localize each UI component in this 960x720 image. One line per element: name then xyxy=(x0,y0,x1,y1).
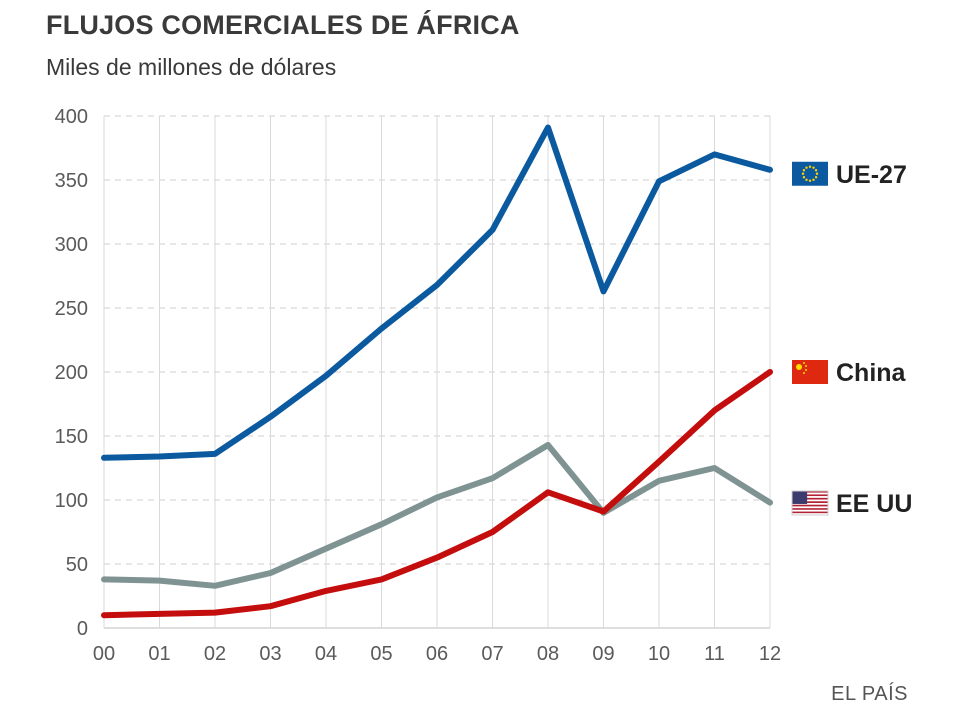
y-tick-label: 400 xyxy=(55,106,88,128)
series-line-ue-27 xyxy=(101,124,773,461)
legend-label: UE-27 xyxy=(836,161,907,189)
legend: UE-27 China EE UU xyxy=(791,161,912,518)
x-tick-label: 05 xyxy=(370,643,392,665)
eu-flag-icon xyxy=(792,161,828,186)
x-tick-label: 04 xyxy=(315,643,337,665)
china-flag-icon xyxy=(792,360,828,384)
y-tick-label: 300 xyxy=(55,234,88,256)
y-tick-label: 350 xyxy=(55,170,88,192)
chart-title: FLUJOS COMERCIALES DE ÁFRICA xyxy=(46,10,520,40)
series-line-china xyxy=(101,369,773,619)
x-tick-label: 09 xyxy=(592,643,614,665)
x-tick-label: 10 xyxy=(648,643,670,665)
x-tick-label: 03 xyxy=(259,643,281,665)
source-credit: EL PAÍS xyxy=(831,683,908,705)
y-tick-label: 250 xyxy=(55,298,88,320)
x-tick-label: 00 xyxy=(93,643,115,665)
x-tick-label: 06 xyxy=(426,643,448,665)
y-tick-label: 0 xyxy=(77,618,88,640)
x-axis-ticks: 00 01 02 03 04 05 06 07 08 09 10 11 12 xyxy=(93,643,781,665)
usa-flag-icon xyxy=(791,490,829,516)
x-tick-label: 07 xyxy=(481,643,503,665)
y-tick-label: 200 xyxy=(55,362,88,384)
grid-lines xyxy=(103,115,771,629)
x-tick-label: 08 xyxy=(537,643,559,665)
y-tick-label: 100 xyxy=(55,490,88,512)
series-lines xyxy=(101,124,773,619)
legend-label: China xyxy=(836,359,907,387)
y-tick-label: 150 xyxy=(55,426,88,448)
x-tick-label: 11 xyxy=(704,643,725,665)
y-axis-ticks: 0 50 100 150 200 250 300 350 400 xyxy=(55,106,88,640)
x-tick-label: 01 xyxy=(148,643,170,665)
x-tick-label: 12 xyxy=(759,643,781,665)
y-tick-label: 50 xyxy=(66,554,88,576)
series-line-ee-uu xyxy=(101,442,773,589)
legend-label: EE UU xyxy=(836,490,912,518)
chart-subtitle: Miles de millones de dólares xyxy=(46,54,337,80)
x-tick-label: 02 xyxy=(204,643,226,665)
